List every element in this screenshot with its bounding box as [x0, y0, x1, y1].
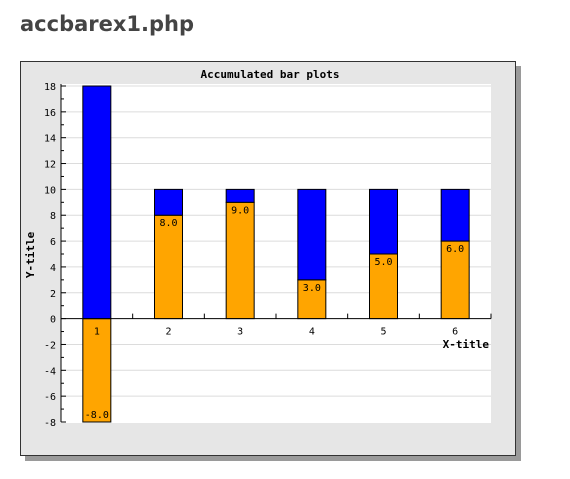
plot-area — [61, 84, 491, 423]
y-tick-label: 0 — [50, 315, 56, 326]
gridlines — [61, 85, 491, 397]
bar-segment — [154, 188, 183, 216]
chart-title: Accumulated bar plots — [200, 68, 339, 81]
x-tick-label: 5 — [380, 327, 386, 338]
y-tick-label: 14 — [44, 134, 56, 145]
y-tick-label: 18 — [44, 82, 56, 93]
y-tick-label: 12 — [44, 160, 56, 171]
x-axis-title: X-title — [443, 338, 490, 351]
bar-segment — [297, 279, 327, 320]
x-tick-label: 4 — [309, 327, 315, 338]
bar-value-label: 3.0 — [303, 283, 321, 294]
y-tick-label: 2 — [50, 289, 56, 300]
bar-value-label: 5.0 — [374, 257, 392, 268]
bar-value-label: 8.0 — [159, 218, 177, 229]
x-tick-label: 1 — [94, 327, 100, 338]
bar-segment — [82, 85, 112, 320]
y-axis-title: Y-title — [24, 231, 37, 278]
bar-segment — [225, 188, 255, 203]
bar-value-label: 6.0 — [446, 244, 464, 255]
y-tick-label: 6 — [50, 237, 56, 248]
bar-value-label: -8.0 — [85, 410, 109, 421]
axes — [60, 84, 492, 423]
y-tick-label: 4 — [50, 263, 56, 274]
x-tick-label: 3 — [237, 327, 243, 338]
bar-segment — [154, 214, 183, 320]
y-tick-label: -2 — [44, 340, 56, 351]
x-tick-label: 2 — [165, 327, 171, 338]
bar-segment — [297, 188, 327, 281]
bars — [82, 85, 470, 423]
labels: -8-6-4-2024681012141618-8.08.09.03.05.06… — [44, 82, 464, 429]
y-tick-label: -8 — [44, 418, 56, 429]
x-tick-label: 6 — [452, 327, 458, 338]
y-tick-label: -4 — [44, 366, 56, 377]
bar-value-label: 9.0 — [231, 205, 249, 216]
y-tick-label: -6 — [44, 392, 56, 403]
y-tick-label: 8 — [50, 211, 56, 222]
y-tick-label: 10 — [44, 185, 56, 196]
page-title: accbarex1.php — [20, 12, 195, 36]
bar-segment — [225, 201, 255, 320]
bar-segment — [440, 188, 470, 242]
y-tick-label: 16 — [44, 108, 56, 119]
bar-segment — [369, 188, 398, 255]
